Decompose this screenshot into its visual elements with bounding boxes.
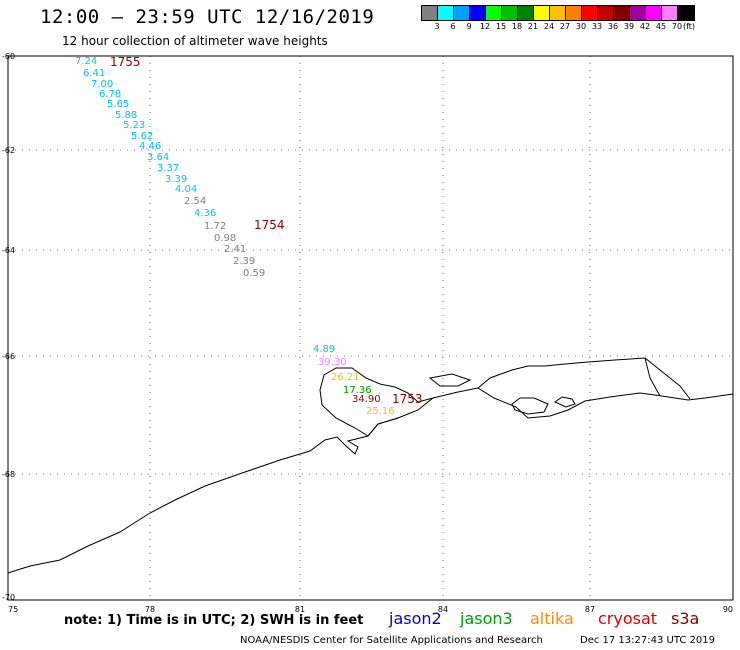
legend-swatch <box>534 6 550 20</box>
wave-height-reading: 5.62 <box>131 131 153 142</box>
wave-height-reading: 5.88 <box>115 110 137 121</box>
legend-label: 12 <box>479 22 491 31</box>
legend-swatch <box>438 6 454 20</box>
satellite-name: cryosat <box>598 609 658 628</box>
footer-note: note: 1) Time is in UTC; 2) SWH is in fe… <box>64 613 364 628</box>
satellite-name: s3a <box>671 609 700 628</box>
wave-height-reading: 2.41 <box>224 244 246 255</box>
legend-swatch <box>550 6 566 20</box>
island <box>511 397 549 415</box>
legend-label: 42 <box>639 22 651 31</box>
wave-height-reading: 2.54 <box>184 196 206 207</box>
lat-tick-label: -62 <box>2 146 15 155</box>
legend-swatch <box>614 6 630 20</box>
legend-label: 9 <box>466 22 472 31</box>
legend-swatch <box>582 6 598 20</box>
wave-height-reading: 3.64 <box>147 152 169 163</box>
legend-label: 27 <box>559 22 571 31</box>
lon-tick-label: 78 <box>145 605 155 614</box>
legend-swatch <box>454 6 470 20</box>
legend-swatch <box>646 6 662 20</box>
wave-height-reading: 4.46 <box>139 141 161 152</box>
wave-height-reading: 17.36 <box>343 385 372 396</box>
wave-height-reading: 0.98 <box>214 233 236 244</box>
wave-height-reading: 39.30 <box>318 357 347 368</box>
map-title: 12:00 – 23:59 UTC 12/16/2019 <box>40 6 375 28</box>
pass-time-label: 1754 <box>254 218 285 232</box>
wave-height-reading: 34.90 <box>352 394 381 405</box>
legend-label: 24 <box>543 22 555 31</box>
pass-time-label: 1755 <box>110 55 141 69</box>
pass-time-label: 1753 <box>392 392 423 406</box>
legend-swatch <box>598 6 614 20</box>
color-scale-labels: 3 6 9 12 15 18 21 24 27 30 33 36 39 42 45 70 (ft) <box>421 22 740 34</box>
legend-label: 15 <box>495 22 507 31</box>
legend-label: 3 <box>434 22 440 31</box>
legend-swatch <box>518 6 534 20</box>
coastline-bay <box>477 357 691 400</box>
wave-height-reading: 1.72 <box>204 221 226 232</box>
satellite-name: altika <box>530 609 574 628</box>
ice-shelf-edge <box>428 373 472 387</box>
lon-tick-label: 84 <box>438 605 448 614</box>
wave-height-reading: 3.39 <box>165 174 187 185</box>
legend-label: 70 <box>671 22 683 31</box>
legend-swatch <box>422 6 438 20</box>
legend-label: 18 <box>511 22 523 31</box>
wave-height-reading: 2.39 <box>233 256 255 267</box>
legend-label: 33 <box>591 22 603 31</box>
wave-height-reading: 5.65 <box>107 99 129 110</box>
map-subtitle: 12 hour collection of altimeter wave hei… <box>62 34 328 48</box>
satellite-name: jason2 <box>389 609 442 628</box>
wave-height-reading: 4.04 <box>175 184 197 195</box>
satellite-name: jason3 <box>460 609 513 628</box>
lat-tick-label: -70 <box>2 593 15 602</box>
lat-tick-label: -60 <box>2 52 15 61</box>
lon-tick-label: 75 <box>8 605 18 614</box>
lat-tick-label: -68 <box>2 470 15 479</box>
legend-label: 36 <box>607 22 619 31</box>
legend-swatch <box>502 6 518 20</box>
wave-height-reading: 26.21 <box>331 372 360 383</box>
legend-label: 6 <box>450 22 456 31</box>
legend-swatch <box>470 6 486 20</box>
peninsula-outline <box>319 367 434 437</box>
axis-ticks: -60 -62 -64 -66 -68 -70 75 78 81 84 87 90 <box>2 52 733 614</box>
lon-tick-label: 90 <box>723 605 733 614</box>
color-scale-legend <box>421 5 695 21</box>
legend-swatch <box>678 6 694 20</box>
legend-label: 45 <box>655 22 667 31</box>
timestamp: Dec 17 13:27:43 UTC 2019 <box>580 635 715 646</box>
credit-line: NOAA/NESDIS Center for Satellite Applica… <box>240 635 543 646</box>
wave-height-reading: 25.16 <box>366 406 395 417</box>
legend-label: 21 <box>527 22 539 31</box>
wave-height-reading: 7.00 <box>91 79 113 90</box>
wave-height-reading: 7.24 <box>75 56 97 67</box>
grid-lines <box>8 56 733 600</box>
wave-height-reading: 6.41 <box>83 68 105 79</box>
legend-label: 30 <box>575 22 587 31</box>
island-small <box>554 396 576 408</box>
wave-height-reading: 0.59 <box>243 268 265 279</box>
wave-height-reading: 4.36 <box>194 208 216 219</box>
legend-swatch <box>486 6 502 20</box>
lon-tick-label: 87 <box>585 605 595 614</box>
plot-frame <box>7 55 734 601</box>
lon-tick-label: 81 <box>295 605 305 614</box>
legend-label: 39 <box>623 22 635 31</box>
wave-height-reading: 4.89 <box>313 344 335 355</box>
legend-label: (ft) <box>682 22 696 31</box>
reading-labels: 7.246.417.006.785.655.885.235.624.463.64… <box>75 55 423 417</box>
wave-height-reading: 6.78 <box>99 89 121 100</box>
wave-height-reading: 3.37 <box>157 163 179 174</box>
legend-swatch <box>662 6 678 20</box>
lat-tick-label: -64 <box>2 246 15 255</box>
lat-tick-label: -66 <box>2 352 15 361</box>
coastline-inner <box>644 357 661 397</box>
wave-height-reading: 5.23 <box>123 120 145 131</box>
legend-swatch <box>630 6 646 20</box>
legend-swatch <box>566 6 582 20</box>
